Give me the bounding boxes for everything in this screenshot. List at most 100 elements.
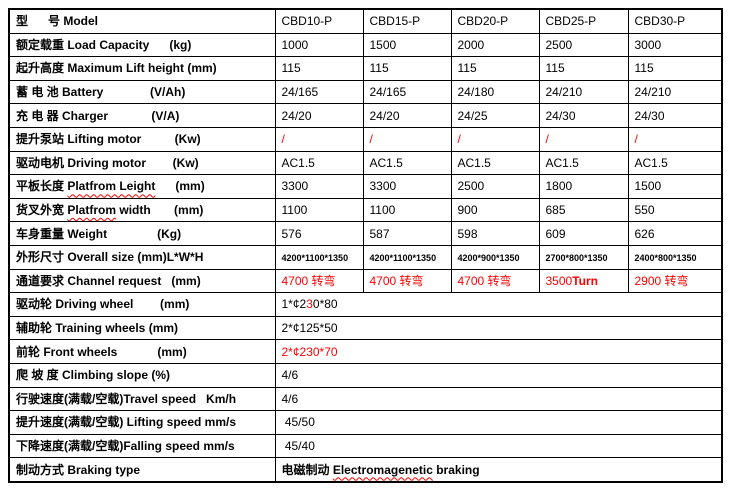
- forklift-spec-table: 型 号 Model CBD10-P CBD15-P CBD20-P CBD25-P CBD…: [8, 8, 723, 483]
- table-row-weight: 车身重量 Weight (Kg) 576 587 598 609 626: [8, 221, 723, 246]
- label-platform-width-seg-3: (mm): [150, 203, 204, 218]
- row-label-load-capacity: 额定载重 Load Capacity (kg): [8, 32, 276, 58]
- table-row-driving-motor: 驱动电机 Driving motor (Kw) AC1.5 AC1.5 AC1.5 AC…: [8, 150, 723, 176]
- cell-lifting-motor-2-seg-0: /: [457, 132, 461, 147]
- cell-overall-size-1-seg-0: 4200*1100*1350: [369, 253, 437, 264]
- label-channel-request-seg-0: 通道要求 Channel request (mm): [16, 273, 201, 288]
- table-row-braking-type: 制动方式 Braking type 电磁制动 Electromagenetic b…: [8, 457, 723, 483]
- cell-platform-width-2: 900: [450, 197, 540, 223]
- cell-platform-length-3-seg-0: 1800: [545, 179, 573, 194]
- cell-platform-width-3-seg-0: 685: [545, 203, 566, 218]
- cell-charger-0: 24/20: [274, 103, 364, 128]
- cell-lifting-motor-0-seg-0: /: [281, 132, 285, 147]
- row-label-climbing-slope: 爬 坡 度 Climbing slope (%): [8, 362, 276, 388]
- table-row-channel-request: 通道要求 Channel request (mm) 4700 转弯 4700 转弯 4…: [8, 268, 723, 294]
- table-row-lifting-motor: 提升泵站 Lifting motor (Kw) / / / / /: [8, 126, 723, 152]
- cell-load-capacity-0-seg-0: 1000: [281, 37, 309, 52]
- cell-lifting-motor-4-seg-0: /: [634, 132, 638, 147]
- label-braking-type-seg-0: 制动方式 Braking type: [16, 462, 141, 477]
- cell-travel-speed: 4/6: [274, 386, 723, 412]
- cell-model-4: CBD30-P: [627, 8, 723, 34]
- table-row-overall-size: 外形尺寸 Overall size (mm)L*W*H 4200*1100*135…: [8, 244, 723, 270]
- cell-platform-width-0-seg-0: 1100: [281, 203, 308, 218]
- cell-braking-type-0-seg-1: Electromagenetic: [332, 462, 433, 477]
- cell-charger-3-seg-0: 24/30: [545, 108, 576, 123]
- cell-charger-2: 24/25: [450, 103, 540, 128]
- label-training-wheels-seg-0: 辅助轮 Training wheels (mm): [16, 321, 179, 336]
- cell-lifting-motor-4: /: [627, 126, 723, 152]
- cell-driving-motor-4-seg-0: AC1.5: [634, 155, 668, 170]
- label-front-wheels-seg-0: 前轮 Front wheels (mm): [16, 344, 187, 359]
- cell-channel-request-3-seg-0: 3500: [545, 273, 573, 288]
- row-label-model: 型 号 Model: [8, 8, 276, 34]
- cell-overall-size-2-seg-0: 4200*900*1350: [457, 253, 520, 264]
- cell-platform-length-4-seg-0: 1500: [634, 179, 662, 194]
- cell-model-2: CBD20-P: [450, 8, 540, 34]
- label-falling-speed-seg-1: mm/s: [203, 438, 235, 453]
- table-row-battery: 蓄 电 池 Battery (V/Ah) 24/165 24/165 24/180 24…: [8, 79, 723, 105]
- cell-charger-1-seg-0: 24/20: [369, 108, 400, 123]
- cell-lifting-speed-0-seg-0: 45/50: [281, 415, 315, 430]
- row-label-max-lift-height: 起升高度 Maximum Lift height (mm): [8, 56, 276, 81]
- cell-load-capacity-1: 1500: [362, 32, 452, 58]
- row-label-braking-type: 制动方式 Braking type: [8, 457, 276, 483]
- cell-platform-length-1: 3300: [362, 174, 452, 199]
- cell-driving-wheel-0-seg-1: 3: [306, 297, 313, 312]
- cell-falling-speed-0-seg-0: 45/40: [281, 438, 315, 453]
- cell-channel-request-2: 4700 转弯: [450, 268, 540, 294]
- cell-load-capacity-4-seg-0: 3000: [634, 37, 662, 52]
- cell-load-capacity-3-seg-0: 2500: [545, 37, 573, 52]
- label-weight-seg-0: 车身重量 Weight (Kg): [16, 226, 182, 241]
- row-label-battery: 蓄 电 池 Battery (V/Ah): [8, 79, 276, 105]
- cell-battery-3: 24/210: [538, 79, 629, 105]
- cell-model-1: CBD15-P: [362, 8, 452, 34]
- cell-max-lift-height-2-seg-0: 115: [457, 61, 477, 76]
- cell-max-lift-height-1: 115: [362, 56, 452, 81]
- cell-overall-size-1: 4200*1100*1350: [362, 244, 452, 270]
- cell-overall-size-3: 2700*800*1350: [538, 244, 629, 270]
- cell-channel-request-1-seg-0: 4700 转弯: [369, 273, 424, 288]
- cell-weight-4: 626: [627, 221, 723, 246]
- label-platform-width-seg-1: Platfrom: [67, 203, 117, 218]
- cell-front-wheels: 2*¢230*70: [274, 339, 723, 364]
- table-row-front-wheels: 前轮 Front wheels (mm) 2*¢230*70: [8, 339, 723, 364]
- table-row-platform-width: 货叉外宽 Platfrom width (mm) 1100 1100 900 685 55…: [8, 197, 723, 223]
- cell-load-capacity-2: 2000: [450, 32, 540, 58]
- table-row-load-capacity: 额定载重 Load Capacity (kg) 1000 1500 2000 2500 3…: [8, 32, 723, 58]
- cell-max-lift-height-2: 115: [450, 56, 540, 81]
- cell-braking-type: 电磁制动 Electromagenetic braking: [274, 457, 723, 483]
- table-row-training-wheels: 辅助轮 Training wheels (mm) 2*¢125*50: [8, 315, 723, 341]
- cell-overall-size-3-seg-0: 2700*800*1350: [545, 253, 608, 264]
- cell-training-wheels: 2*¢125*50: [274, 315, 723, 341]
- cell-load-capacity-1-seg-0: 1500: [369, 37, 397, 52]
- cell-battery-1: 24/165: [362, 79, 452, 105]
- label-charger-seg-0: 充 电 器 Charger (V/A): [16, 108, 180, 123]
- label-battery-seg-0: 蓄 电 池 Battery (V/Ah): [16, 85, 186, 100]
- cell-platform-width-4: 550: [627, 197, 723, 223]
- cell-channel-request-4-seg-0: 2900 转弯: [634, 273, 689, 288]
- row-label-driving-motor: 驱动电机 Driving motor (Kw): [8, 150, 276, 176]
- cell-driving-wheel-0-seg-2: 0*80: [312, 297, 338, 312]
- cell-weight-1-seg-0: 587: [369, 226, 390, 241]
- cell-channel-request-0-seg-0: 4700 转弯: [281, 273, 336, 288]
- cell-driving-motor-1: AC1.5: [362, 150, 452, 176]
- cell-driving-motor-4: AC1.5: [627, 150, 723, 176]
- table-row-climbing-slope: 爬 坡 度 Climbing slope (%) 4/6: [8, 362, 723, 388]
- cell-battery-0-seg-0: 24/165: [281, 85, 319, 100]
- cell-max-lift-height-4: 115: [627, 56, 723, 81]
- cell-charger-3: 24/30: [538, 103, 629, 128]
- cell-platform-length-1-seg-0: 3300: [369, 179, 397, 194]
- cell-weight-3: 609: [538, 221, 629, 246]
- cell-weight-1: 587: [362, 221, 452, 246]
- row-label-training-wheels: 辅助轮 Training wheels (mm): [8, 315, 276, 341]
- cell-load-capacity-4: 3000: [627, 32, 723, 58]
- cell-overall-size-4: 2400*800*1350: [627, 244, 723, 270]
- cell-weight-0: 576: [274, 221, 364, 246]
- cell-falling-speed: 45/40: [274, 433, 723, 459]
- cell-charger-4-seg-0: 24/30: [634, 108, 665, 123]
- cell-battery-1-seg-0: 24/165: [369, 85, 407, 100]
- cell-model-4-seg-0: CBD30-P: [634, 14, 686, 29]
- table-row-falling-speed: 下降速度(满载/空载)Falling speed mm/s 45/40: [8, 433, 723, 459]
- row-label-driving-wheel: 驱动轮 Driving wheel (mm): [8, 292, 276, 317]
